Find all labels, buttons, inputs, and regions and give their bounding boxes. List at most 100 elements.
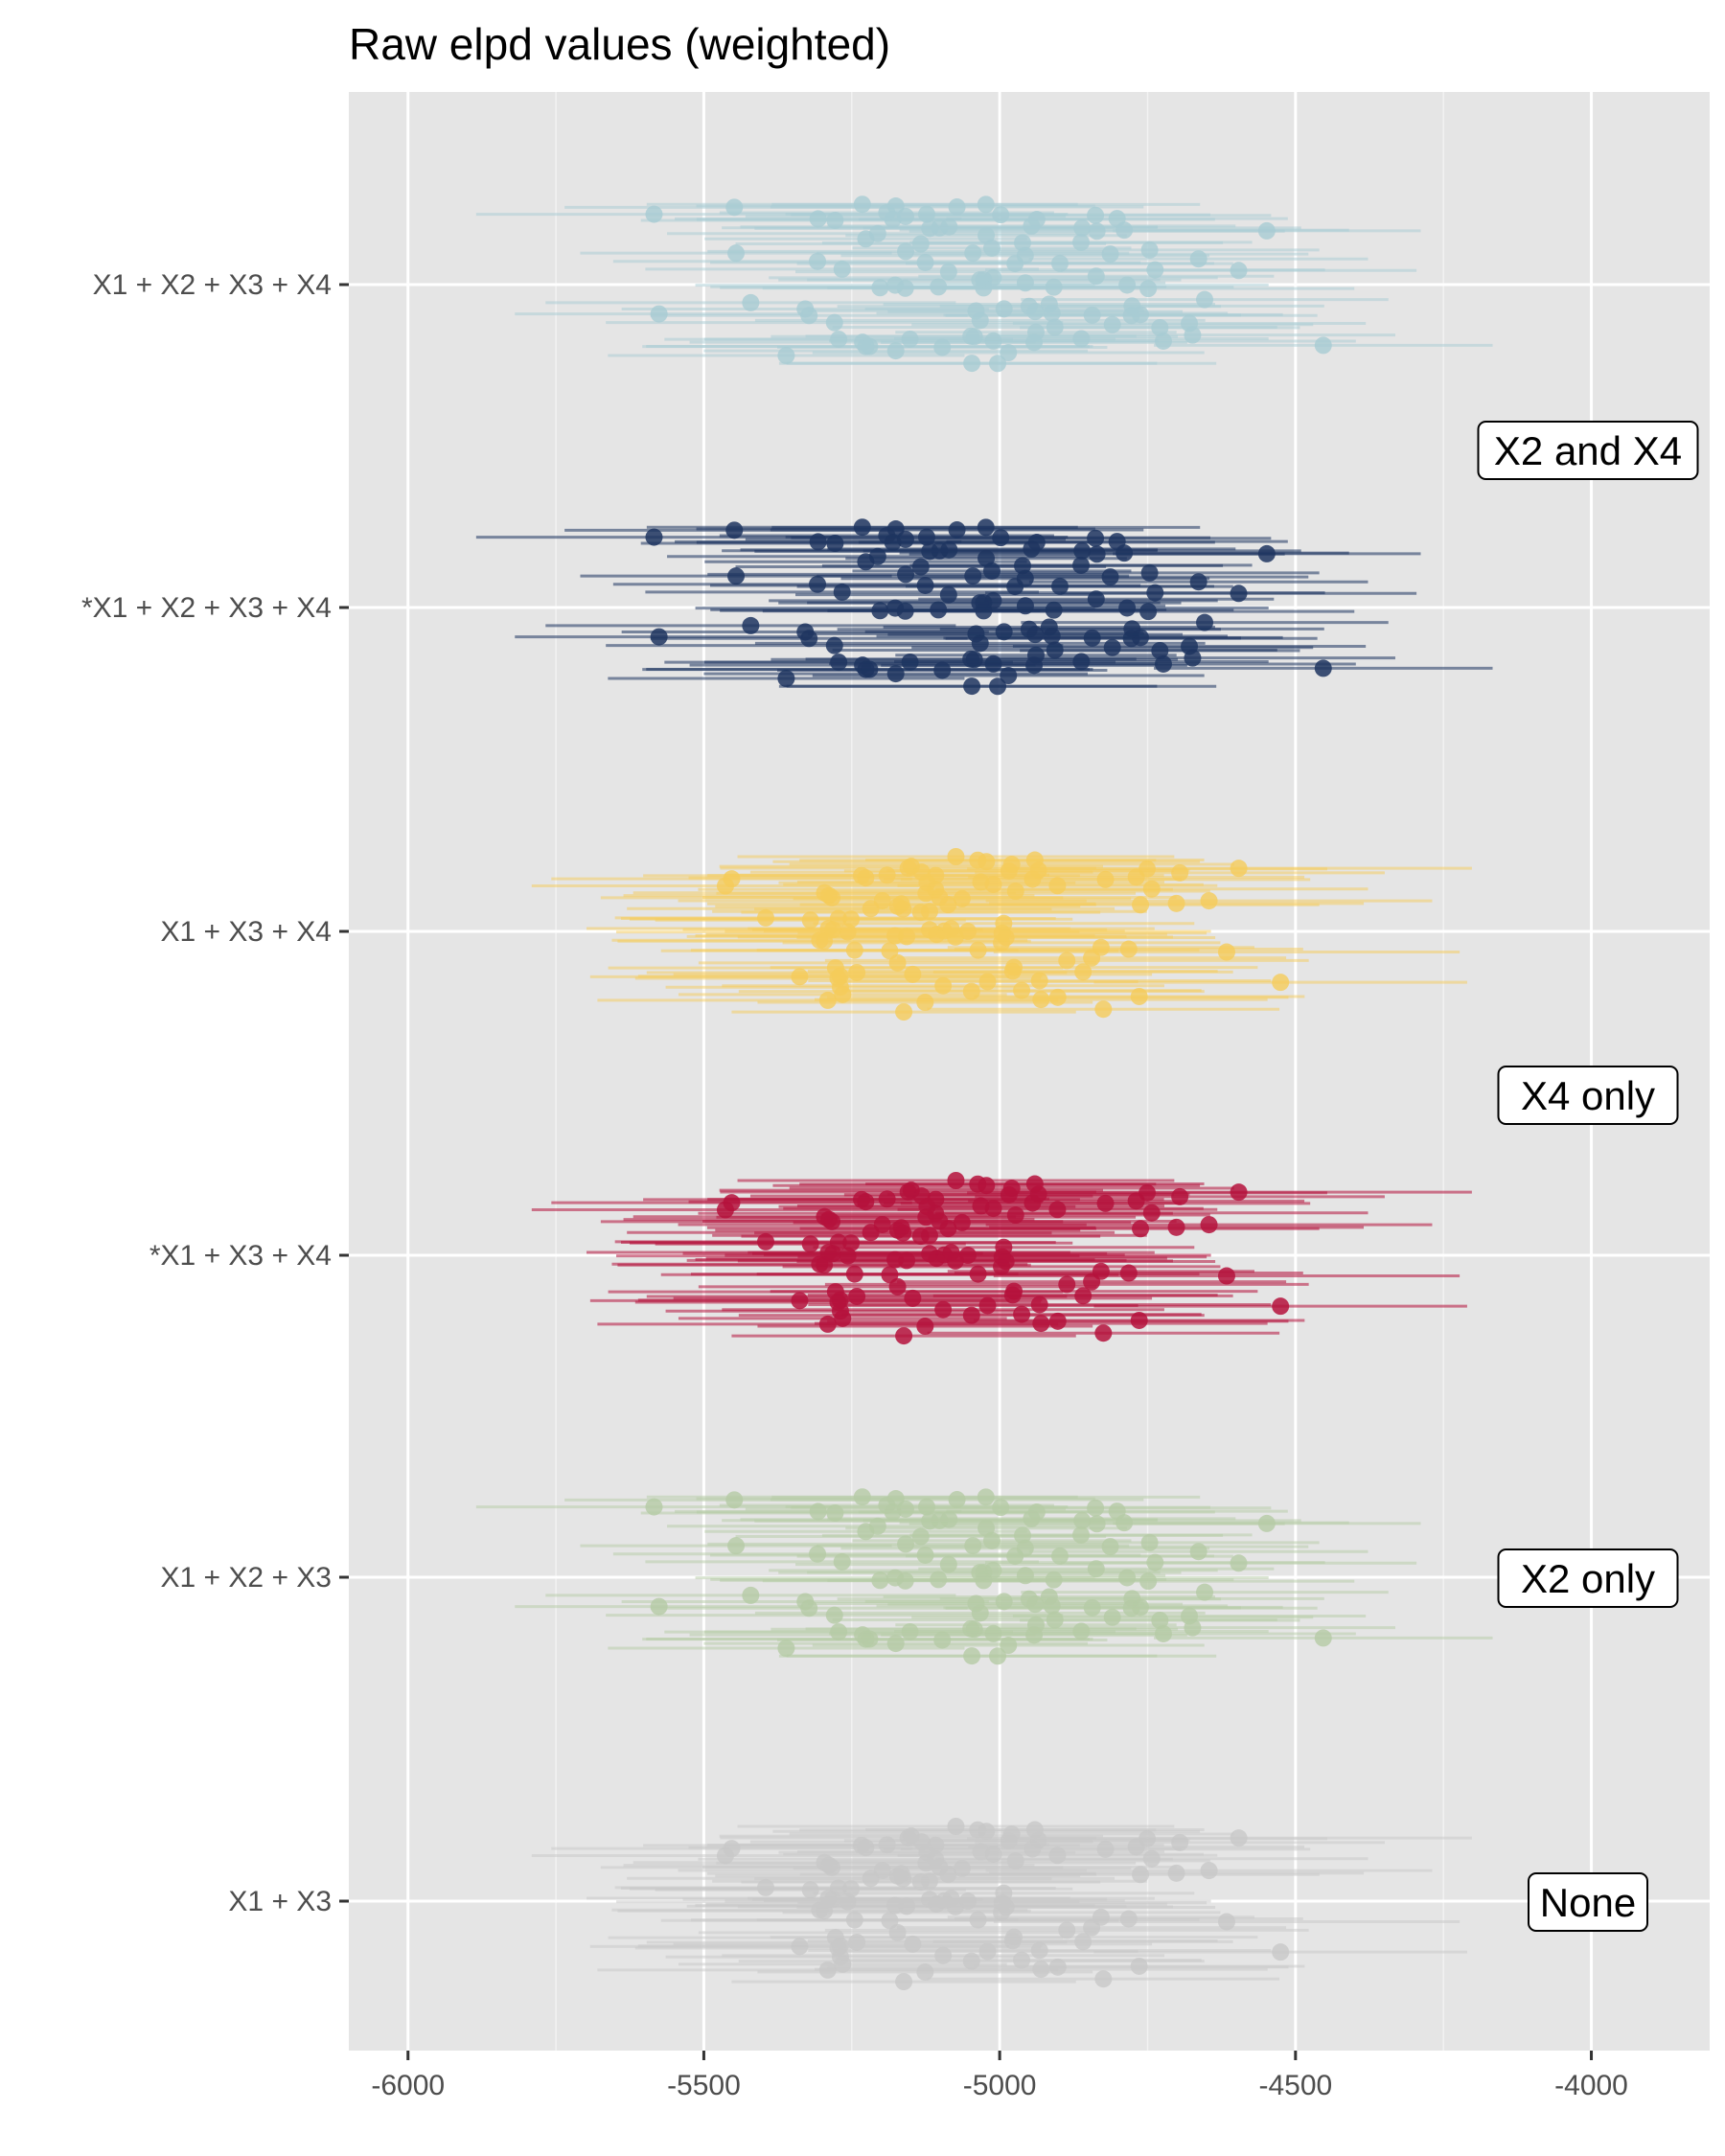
data-point	[1024, 1194, 1042, 1212]
data-point	[895, 1973, 913, 1991]
data-point	[1230, 1829, 1248, 1847]
data-point	[972, 1197, 990, 1215]
data-point	[816, 883, 834, 902]
data-point	[1002, 1825, 1021, 1844]
y-tick-label: X1 + X3 + X4	[161, 916, 332, 948]
data-point	[650, 305, 668, 323]
data-point	[800, 307, 818, 325]
data-point	[1058, 1275, 1076, 1294]
data-point	[1005, 1282, 1024, 1300]
data-point	[1200, 892, 1218, 910]
data-point	[886, 665, 905, 683]
data-point	[1058, 952, 1076, 970]
data-point	[1030, 972, 1048, 990]
data-point	[920, 1872, 938, 1891]
data-point	[972, 1843, 990, 1861]
data-point	[1108, 533, 1126, 551]
series-5	[475, 1488, 1493, 1665]
series-2	[475, 518, 1493, 696]
data-point	[1103, 315, 1121, 333]
data-point	[809, 533, 827, 551]
data-point	[1151, 319, 1169, 337]
data-point	[878, 526, 896, 544]
data-point	[886, 276, 905, 294]
data-point	[993, 924, 1011, 942]
data-point	[993, 1248, 1011, 1266]
series-1	[475, 195, 1493, 373]
data-point	[1072, 233, 1091, 251]
data-point	[727, 567, 746, 585]
data-point	[1026, 626, 1045, 644]
data-point	[1088, 222, 1106, 241]
data-point	[1074, 963, 1092, 981]
data-point	[1025, 333, 1044, 352]
series-6	[531, 1817, 1472, 1991]
data-point	[1200, 1216, 1218, 1234]
data-point	[1146, 261, 1164, 279]
data-point	[723, 870, 741, 888]
data-point	[1140, 563, 1159, 582]
data-point	[1074, 1933, 1092, 1951]
data-point	[1094, 1000, 1113, 1019]
data-point	[800, 1599, 818, 1617]
data-point	[1189, 250, 1208, 268]
data-point	[1119, 1264, 1138, 1282]
chart-title: Raw elpd values (weighted)	[349, 19, 890, 69]
data-point	[886, 1635, 905, 1653]
data-point	[873, 1215, 891, 1233]
data-point	[1108, 1502, 1126, 1521]
data-point	[809, 575, 827, 593]
data-point	[911, 558, 930, 576]
data-point	[939, 585, 957, 604]
data-point	[1025, 851, 1044, 869]
y-tick-label: *X1 + X3 + X4	[150, 1240, 332, 1272]
data-point	[1230, 860, 1248, 878]
data-point	[1140, 1533, 1159, 1551]
data-point	[964, 1537, 982, 1555]
data-point	[1058, 1921, 1076, 1939]
data-point	[800, 630, 818, 648]
data-point	[1087, 206, 1105, 224]
data-point	[939, 1555, 957, 1573]
plot-panel	[349, 92, 1710, 2051]
data-point	[1118, 599, 1137, 617]
data-point	[1272, 1943, 1290, 1961]
data-point	[742, 293, 760, 311]
series-3	[531, 847, 1472, 1021]
data-point	[834, 1309, 852, 1327]
annotations: X2 and X4 X4 only X2 only None	[1477, 421, 1699, 1932]
annotation-box	[1497, 1066, 1679, 1125]
data-point	[1024, 870, 1042, 888]
data-point	[825, 1606, 843, 1624]
data-point	[911, 235, 930, 253]
data-point	[962, 650, 980, 668]
x-tick-label: -4000	[1554, 2070, 1628, 2101]
data-point	[833, 260, 851, 278]
data-point	[1025, 1821, 1044, 1839]
data-point	[897, 1535, 915, 1553]
data-point	[1119, 1910, 1138, 1928]
data-point	[1016, 274, 1034, 292]
data-point	[1025, 1175, 1044, 1193]
data-point	[993, 1893, 1011, 1912]
data-point	[911, 1527, 930, 1546]
data-point	[1002, 1180, 1021, 1198]
data-point	[645, 528, 663, 546]
annotation-text: X2 and X4	[1494, 428, 1682, 473]
data-point	[897, 565, 915, 584]
data-point	[1272, 1297, 1290, 1316]
data-point	[801, 911, 819, 929]
data-point	[1087, 529, 1105, 547]
data-point	[947, 847, 965, 865]
data-point	[886, 1569, 905, 1587]
data-point	[1146, 1553, 1164, 1571]
data-point	[962, 1619, 980, 1638]
data-point	[1030, 1296, 1048, 1314]
data-point	[1043, 304, 1061, 322]
data-point	[833, 583, 851, 601]
annotation-box	[1477, 421, 1699, 480]
data-point	[825, 313, 843, 332]
data-point	[1103, 1608, 1121, 1626]
data-point	[873, 891, 891, 909]
